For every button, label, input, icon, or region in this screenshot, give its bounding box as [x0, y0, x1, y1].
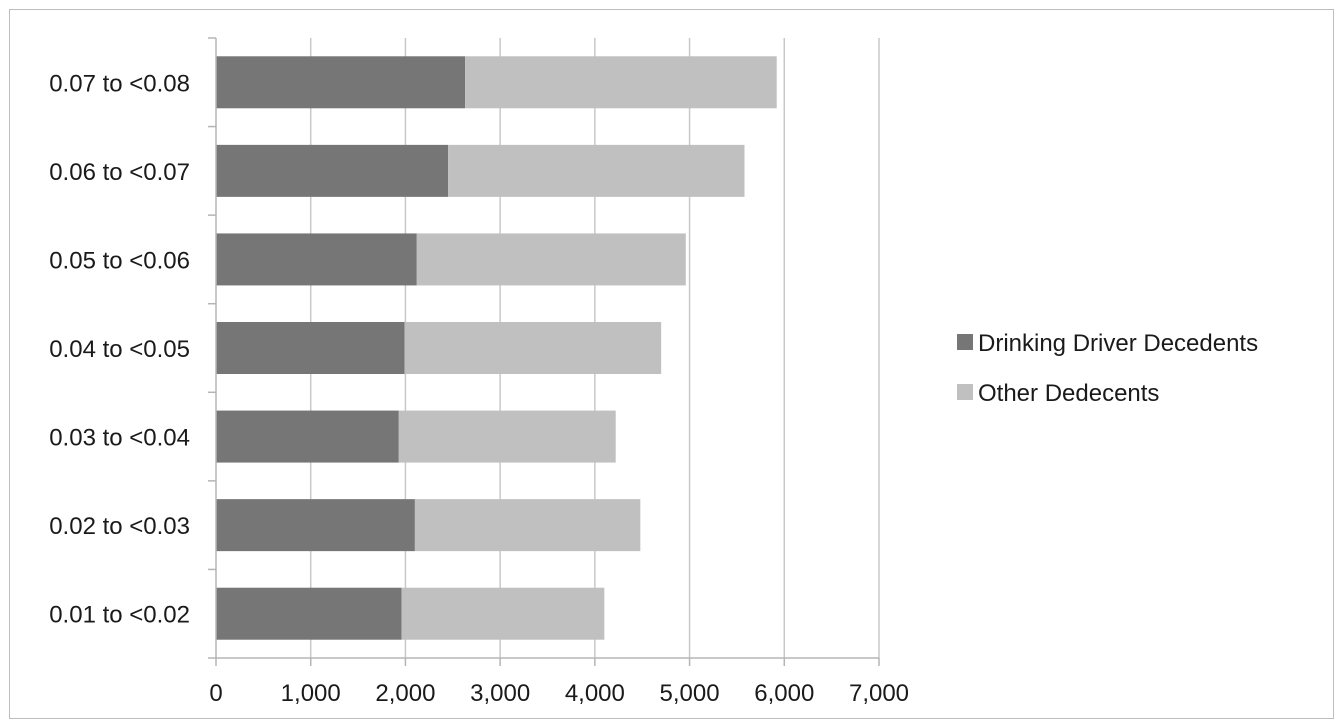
- bar-drinking-driver-3: [216, 322, 405, 374]
- category-label: 0.04 to <0.05: [49, 336, 190, 363]
- x-tick-label: 7,000: [849, 680, 909, 707]
- legend-swatch: [957, 334, 973, 350]
- x-tick-label: 4,000: [565, 680, 625, 707]
- bar-other-4: [416, 233, 686, 286]
- x-tick-label: 1,000: [281, 680, 341, 707]
- axes: 0.01 to <0.02 0.02 to <0.03 0.03 to <0.04 0…: [49, 37, 909, 707]
- category-label: 0.02 to <0.03: [49, 513, 190, 540]
- bar-drinking-driver-5: [216, 144, 449, 197]
- legend-label: Drinking Driver Decedents: [978, 330, 1258, 357]
- x-tick-label: 6,000: [754, 680, 814, 707]
- bar-drinking-driver-2: [216, 410, 399, 463]
- x-tick-label: 5,000: [660, 680, 720, 707]
- bar-other-3: [404, 322, 662, 374]
- legend-swatch: [957, 384, 973, 400]
- bars: [216, 56, 777, 640]
- category-label: 0.01 to <0.02: [49, 602, 190, 629]
- x-tick-label: 0: [209, 680, 222, 707]
- x-tick-label: 3,000: [470, 680, 530, 707]
- bar-other-0: [401, 587, 605, 640]
- bar-other-6: [465, 56, 777, 109]
- bar-other-1: [414, 499, 641, 552]
- bar-other-5: [448, 144, 745, 197]
- bar-drinking-driver-4: [216, 233, 417, 286]
- category-label: 0.03 to <0.04: [49, 425, 190, 452]
- bar-drinking-driver-0: [216, 587, 402, 640]
- category-label: 0.06 to <0.07: [49, 159, 190, 186]
- legend: Drinking Driver Decedents Other Dedecents: [957, 330, 1258, 407]
- gridlines: [309, 38, 880, 658]
- category-label: 0.05 to <0.06: [49, 247, 190, 274]
- legend-label: Other Dedecents: [978, 380, 1159, 407]
- bar-other-2: [398, 410, 616, 463]
- x-tick-label: 2,000: [375, 680, 435, 707]
- bar-drinking-driver-1: [216, 499, 415, 552]
- bar-drinking-driver-6: [216, 56, 466, 109]
- category-label: 0.07 to <0.08: [49, 70, 190, 97]
